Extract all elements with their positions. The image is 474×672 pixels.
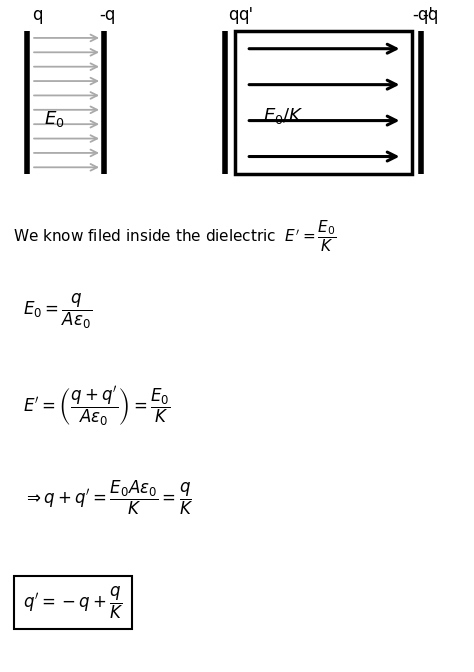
Text: $q' = -q + \dfrac{q}{K}$: $q' = -q + \dfrac{q}{K}$ xyxy=(23,585,124,621)
Text: q: q xyxy=(32,6,43,24)
Text: We know filed inside the dielectric  $E' = \dfrac{E_0}{K}$: We know filed inside the dielectric $E' … xyxy=(13,219,337,254)
Text: -q': -q' xyxy=(412,6,434,24)
Bar xyxy=(235,31,411,175)
Text: q: q xyxy=(228,6,238,24)
Text: $E_0 = \dfrac{q}{A\varepsilon_0}$: $E_0 = \dfrac{q}{A\varepsilon_0}$ xyxy=(23,292,92,331)
Text: q': q' xyxy=(238,6,254,24)
Text: $\Rightarrow q + q' = \dfrac{E_0 A\varepsilon_0}{K} = \dfrac{q}{K}$: $\Rightarrow q + q' = \dfrac{E_0 A\varep… xyxy=(23,479,193,517)
Text: -q: -q xyxy=(100,6,116,24)
Text: -q: -q xyxy=(422,6,438,24)
Text: $E_0$: $E_0$ xyxy=(44,109,64,129)
Text: $E_0/K$: $E_0/K$ xyxy=(263,106,303,126)
Text: $E' = \left(\dfrac{q+q'}{A\varepsilon_0}\right) = \dfrac{E_0}{K}$: $E' = \left(\dfrac{q+q'}{A\varepsilon_0}… xyxy=(23,384,171,429)
